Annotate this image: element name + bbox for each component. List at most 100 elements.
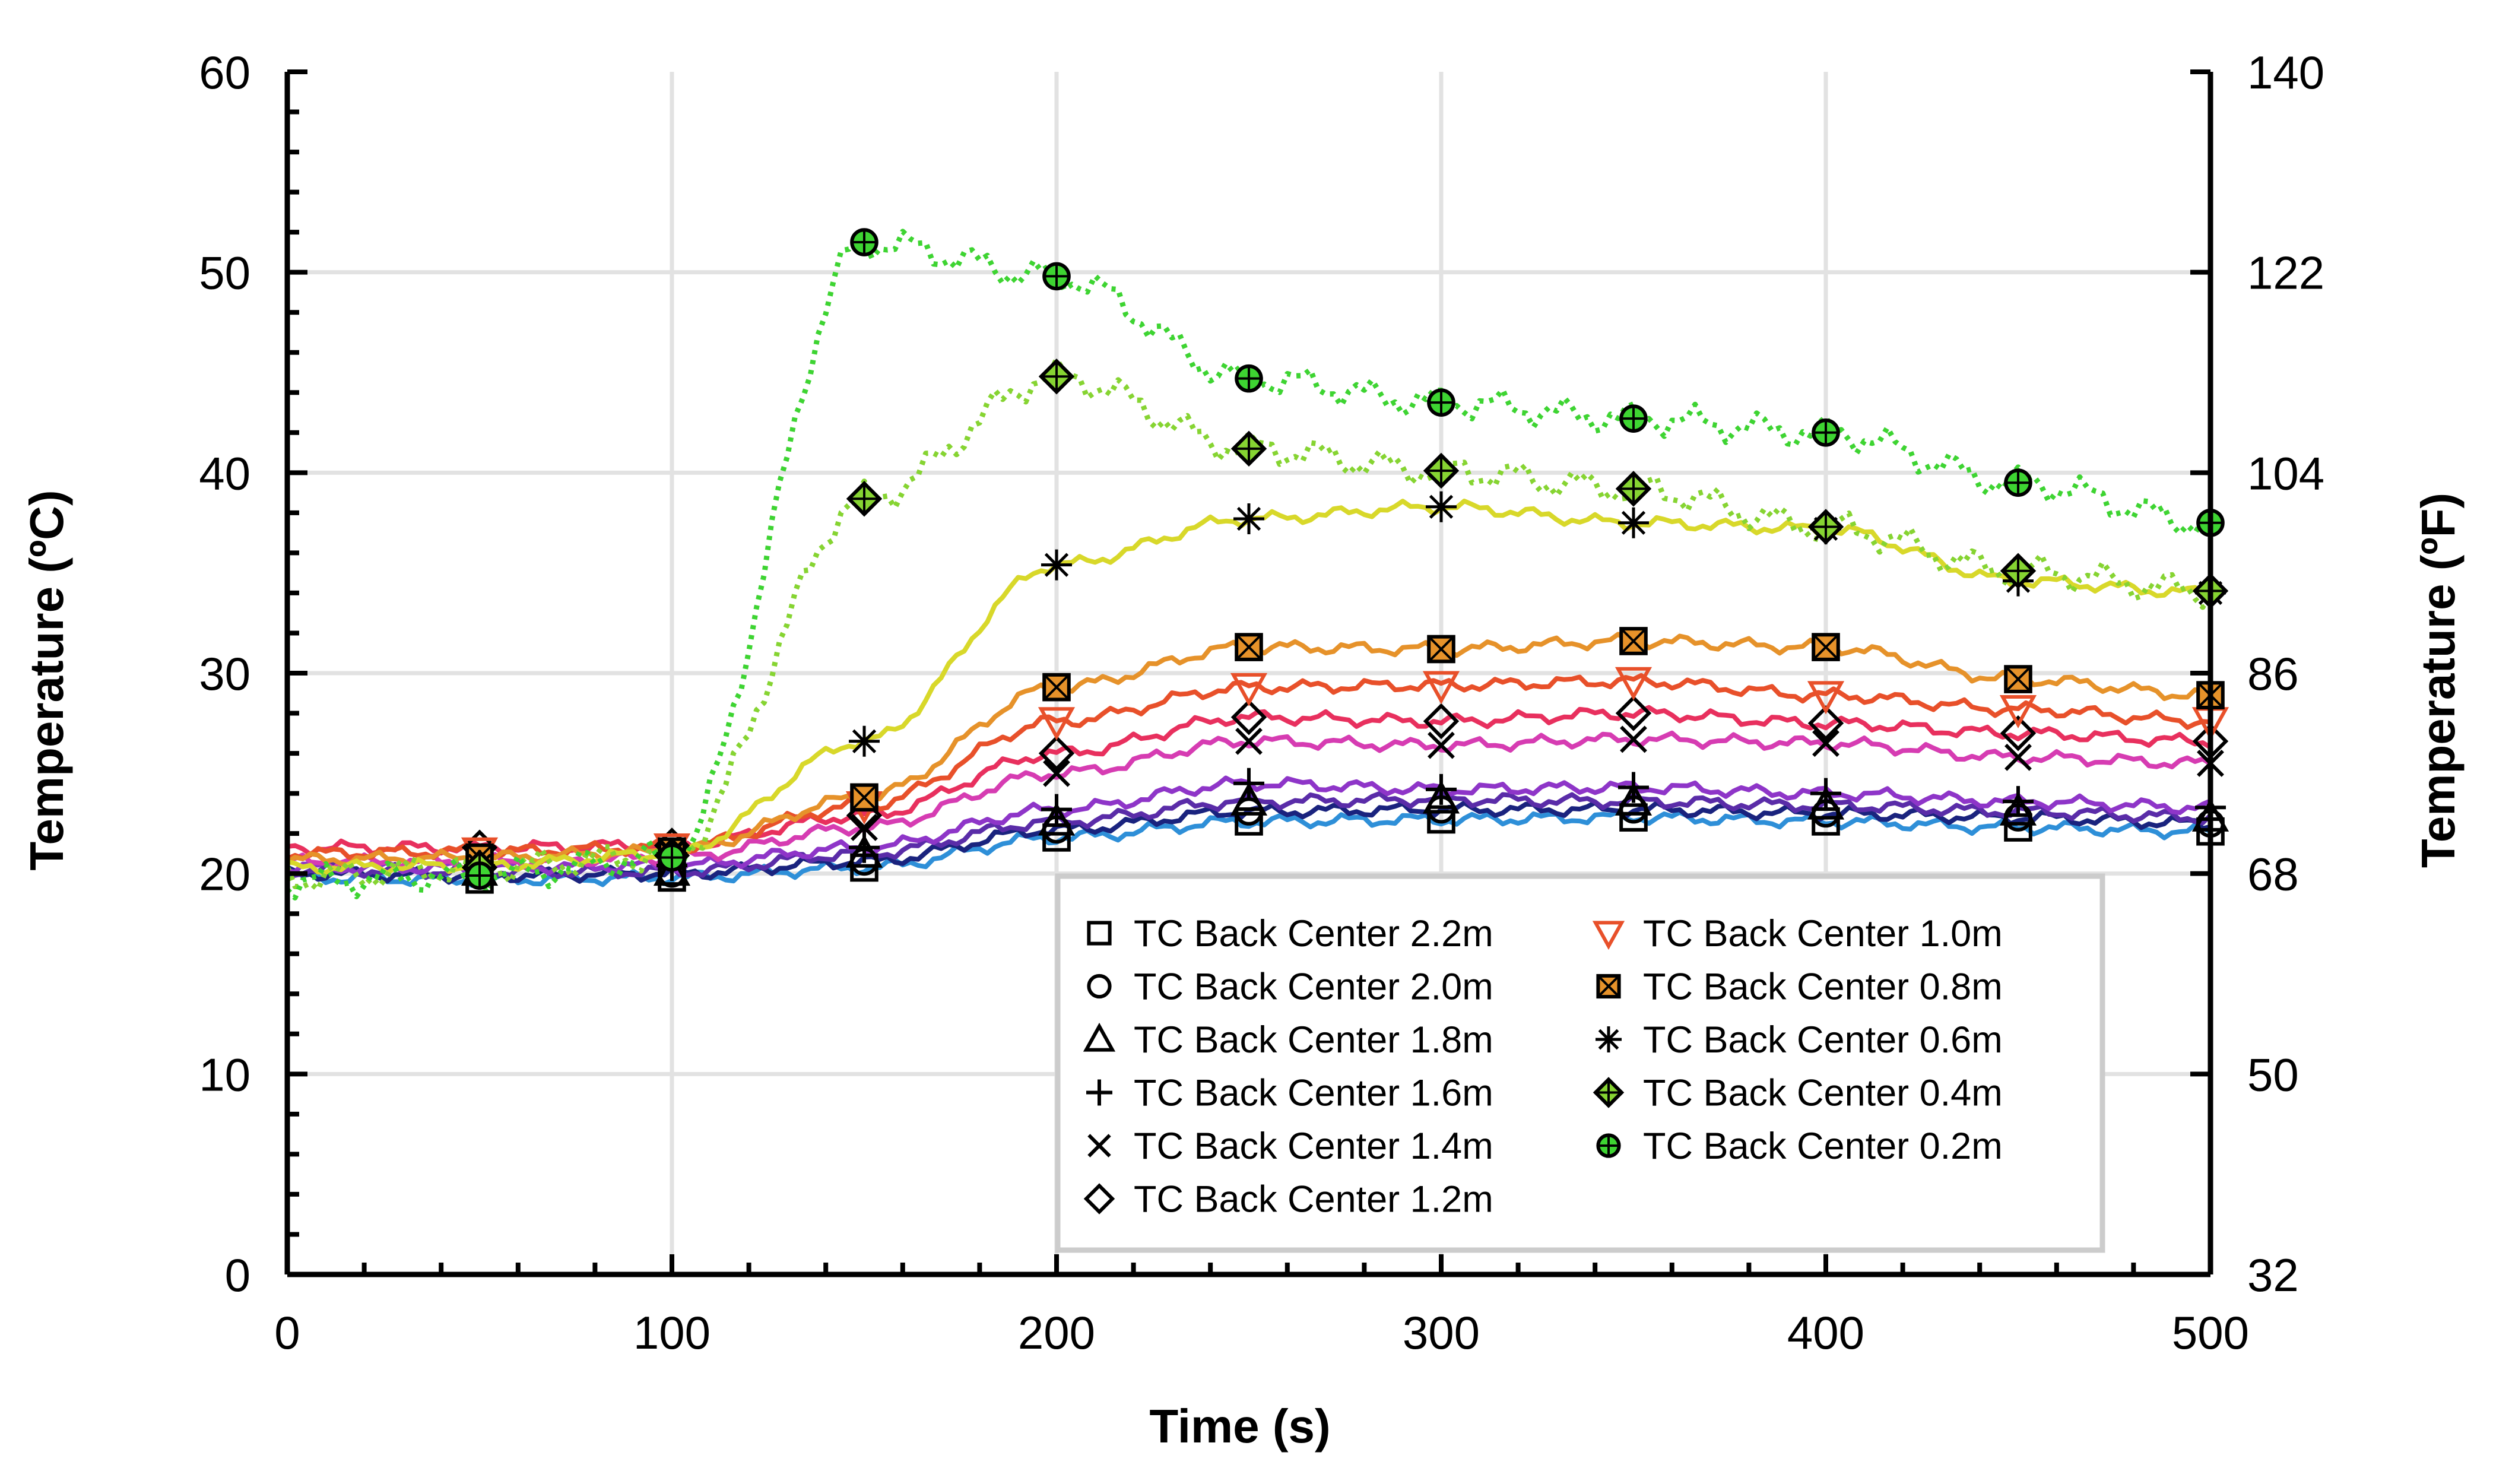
series-marker (1596, 974, 1621, 999)
legend-label: TC Back Center 0.8m (1643, 966, 2003, 1008)
series-marker (1593, 1077, 1625, 1108)
series-marker (1038, 707, 1076, 741)
series-marker (1615, 782, 1653, 816)
series-line (284, 356, 2213, 893)
legend-box (1055, 873, 2105, 1253)
y2-tick-label: 122 (2247, 247, 2324, 299)
series-marker (1999, 792, 2037, 826)
series-marker (1618, 507, 1649, 538)
y-tick-label: 0 (225, 1249, 250, 1301)
series-marker (1810, 778, 1841, 809)
legend-label: TC Back Center 1.6m (1134, 1073, 1493, 1114)
x-axis-title: Time (s) (1149, 1400, 1330, 1453)
series-marker (845, 834, 883, 868)
series-marker (1423, 703, 1460, 740)
series-marker (846, 480, 883, 517)
x-tick-label: 200 (1018, 1307, 1095, 1359)
series-marker (1615, 667, 1653, 700)
series-marker (1620, 725, 1647, 753)
series-marker (849, 832, 880, 863)
y2-tick-label: 86 (2247, 648, 2299, 700)
series-marker (1083, 1022, 1116, 1052)
series-marker (1427, 388, 1455, 417)
legend-label: TC Back Center 0.4m (1643, 1073, 2003, 1114)
series-marker (1426, 773, 1457, 805)
y-tick-label: 30 (199, 648, 250, 700)
series-marker (1592, 921, 1625, 950)
x-tick-label: 500 (2172, 1307, 2249, 1359)
series-marker (1423, 452, 1460, 489)
y-tick-label: 50 (199, 247, 250, 299)
x-tick-label: 300 (1403, 1307, 1480, 1359)
legend-label: TC Back Center 2.2m (1134, 913, 1493, 955)
series-marker (1087, 921, 1112, 946)
series-marker (1083, 1183, 1115, 1215)
y-tick-label: 40 (199, 447, 250, 499)
y2-tick-label: 140 (2247, 46, 2324, 99)
y-axis-title: Temperature (ºC) (20, 490, 73, 870)
series-marker (1619, 404, 1648, 433)
y-tick-label: 10 (199, 1048, 250, 1101)
series-marker (1619, 627, 1648, 655)
x-tick-label: 400 (1787, 1307, 1864, 1359)
series-marker (653, 852, 691, 886)
series-marker (1807, 786, 1845, 820)
legend: TC Back Center 2.2m TC Back Center 2.0m TC… (1055, 873, 2105, 1253)
series-marker (849, 725, 880, 757)
legend-label: TC Back Center 1.0m (1643, 913, 2003, 955)
y2-tick-label: 32 (2247, 1249, 2299, 1301)
y2-tick-label: 68 (2247, 848, 2299, 900)
series-marker (1233, 503, 1264, 534)
series-marker (1235, 807, 1263, 836)
series-marker (1042, 823, 1071, 852)
series-marker (1427, 635, 1455, 664)
axes (284, 69, 2213, 1277)
series-marker (1087, 974, 1112, 999)
series-marker (1999, 695, 2037, 728)
series-marker (1042, 673, 1071, 702)
y2-tick-label: 104 (2247, 447, 2324, 499)
series-marker (850, 228, 878, 256)
y2-tick-label: 50 (2247, 1048, 2299, 1101)
series-marker (1807, 705, 1844, 741)
series-marker (2000, 553, 2037, 589)
series-marker (851, 814, 878, 841)
series-marker (1596, 1133, 1621, 1158)
series-marker (1230, 430, 1267, 467)
y-tick-label: 60 (199, 46, 250, 99)
y-tick-label: 20 (199, 848, 250, 900)
series-marker (1042, 262, 1071, 291)
series-marker (2004, 468, 2032, 497)
legend-label: TC Back Center 2.0m (1134, 966, 1493, 1008)
legend-label: TC Back Center 1.2m (1134, 1179, 1493, 1220)
series-marker (1427, 805, 1455, 834)
series-marker (1812, 633, 1840, 661)
series-marker (2004, 743, 2032, 771)
x-tick-label: 100 (633, 1307, 711, 1359)
series-line (287, 705, 2212, 857)
y2-axis-title: Temperature (ºF) (2412, 493, 2465, 868)
series-marker (1235, 633, 1263, 661)
series-marker (1233, 768, 1264, 799)
series-marker (1615, 471, 1652, 507)
series-marker (1043, 759, 1070, 787)
series-marker (1041, 549, 1072, 581)
x-tick-label: 0 (274, 1307, 300, 1359)
series-line (285, 229, 2213, 900)
tick-labels: 0 100 200 300 400 500 0 10 20 30 40 50 60 32 50 68 86 104… (199, 46, 2324, 1359)
plot-markers (461, 228, 2229, 894)
series-marker (1812, 418, 1840, 447)
series-marker (1235, 364, 1263, 393)
legend-label: TC Back Center 0.6m (1643, 1019, 2003, 1061)
legend-label: TC Back Center 0.2m (1643, 1125, 2003, 1167)
series-marker (1618, 772, 1649, 803)
series-marker (1812, 807, 1840, 836)
series-marker (1428, 731, 1455, 759)
series-marker (2003, 786, 2034, 817)
series-line (286, 809, 2212, 888)
series-marker (1807, 681, 1845, 715)
series-marker (1422, 780, 1460, 814)
legend-label: TC Back Center 1.8m (1134, 1019, 1493, 1061)
series-marker (2000, 715, 2037, 751)
